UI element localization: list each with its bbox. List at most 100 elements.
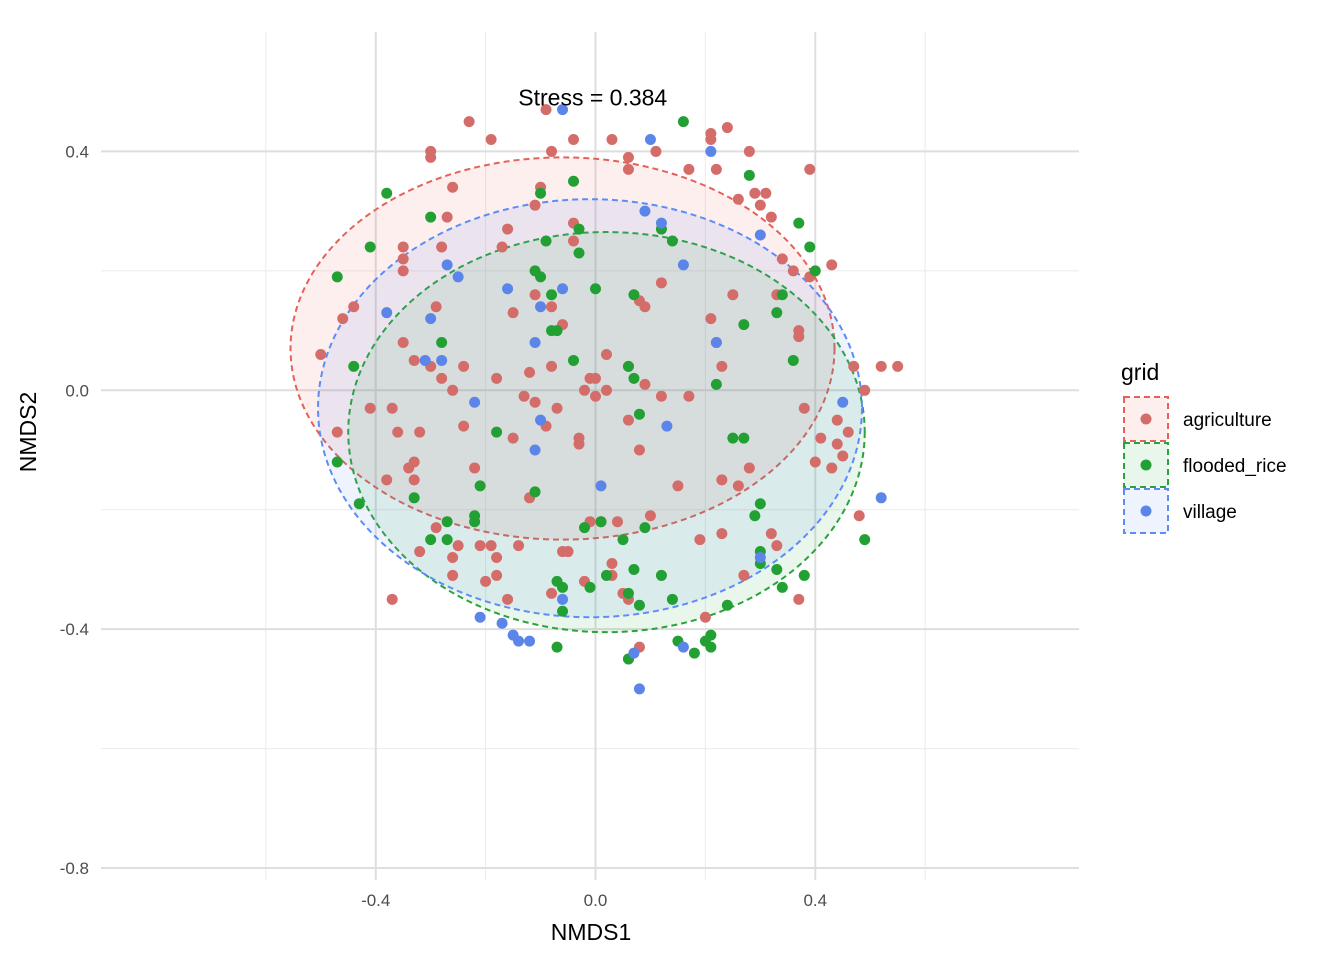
point-agriculture xyxy=(738,569,750,581)
point-flooded_rice xyxy=(754,498,766,510)
point-agriculture xyxy=(315,348,327,360)
legend-item-agriculture: agriculture xyxy=(1123,396,1272,442)
ellipse-agriculture xyxy=(289,156,836,541)
point-village xyxy=(875,492,887,504)
y-tick-label: -0.8 xyxy=(60,859,89,878)
point-flooded_rice xyxy=(589,283,601,295)
legend-item-flooded_rice: flooded_rice xyxy=(1123,442,1287,488)
point-village xyxy=(529,337,541,349)
point-agriculture xyxy=(436,372,448,384)
point-agriculture xyxy=(331,426,343,438)
y-tick-label: -0.4 xyxy=(60,620,89,639)
point-agriculture xyxy=(568,133,580,145)
point-village xyxy=(557,593,569,605)
point-agriculture xyxy=(447,181,459,193)
point-flooded_rice xyxy=(408,492,420,504)
point-agriculture xyxy=(859,384,871,396)
point-flooded_rice xyxy=(809,265,821,277)
point-flooded_rice xyxy=(771,563,783,575)
point-agriculture xyxy=(414,546,426,558)
point-agriculture xyxy=(491,552,503,564)
point-village xyxy=(535,414,547,426)
point-agriculture xyxy=(793,593,805,605)
point-flooded_rice xyxy=(579,522,591,534)
point-flooded_rice xyxy=(804,241,816,253)
point-village xyxy=(710,337,722,349)
point-village xyxy=(452,271,464,283)
point-agriculture xyxy=(480,575,492,587)
point-flooded_rice xyxy=(705,629,717,641)
point-agriculture xyxy=(589,390,601,402)
point-flooded_rice xyxy=(535,187,547,199)
point-village xyxy=(425,313,437,325)
point-agriculture xyxy=(749,187,761,199)
point-agriculture xyxy=(765,211,777,223)
point-flooded_rice xyxy=(677,116,689,128)
point-agriculture xyxy=(568,235,580,247)
point-flooded_rice xyxy=(617,534,629,546)
point-agriculture xyxy=(699,611,711,623)
y-tick-label: 0.0 xyxy=(65,381,89,400)
point-flooded_rice xyxy=(364,241,376,253)
point-agriculture xyxy=(447,552,459,564)
point-agriculture xyxy=(793,331,805,343)
point-agriculture xyxy=(611,516,623,528)
point-agriculture xyxy=(458,420,470,432)
point-agriculture xyxy=(408,474,420,486)
point-flooded_rice xyxy=(622,587,634,599)
point-agriculture xyxy=(683,390,695,402)
point-village xyxy=(595,480,607,492)
point-village xyxy=(655,217,667,229)
point-agriculture xyxy=(853,510,865,522)
point-flooded_rice xyxy=(353,498,365,510)
point-agriculture xyxy=(633,444,645,456)
point-agriculture xyxy=(441,211,453,223)
point-flooded_rice xyxy=(584,581,596,593)
point-village xyxy=(754,552,766,564)
point-village xyxy=(677,641,689,653)
legend-swatch-flooded_rice xyxy=(1140,459,1152,471)
point-agriculture xyxy=(573,432,585,444)
point-agriculture xyxy=(600,384,612,396)
point-flooded_rice xyxy=(540,235,552,247)
point-flooded_rice xyxy=(628,289,640,301)
point-flooded_rice xyxy=(441,534,453,546)
point-agriculture xyxy=(513,540,525,552)
point-agriculture xyxy=(524,366,536,378)
point-flooded_rice xyxy=(331,271,343,283)
point-village xyxy=(474,611,486,623)
point-village xyxy=(524,635,536,647)
point-agriculture xyxy=(716,528,728,540)
point-agriculture xyxy=(337,313,349,325)
legend-label-village: village xyxy=(1183,502,1237,523)
point-agriculture xyxy=(798,402,810,414)
point-flooded_rice xyxy=(749,510,761,522)
point-agriculture xyxy=(831,414,843,426)
point-agriculture xyxy=(447,384,459,396)
point-village xyxy=(513,635,525,647)
point-agriculture xyxy=(507,307,519,319)
point-agriculture xyxy=(529,199,541,211)
point-agriculture xyxy=(716,360,728,372)
point-flooded_rice xyxy=(573,223,585,235)
point-agriculture xyxy=(485,540,497,552)
point-agriculture xyxy=(447,569,459,581)
point-agriculture xyxy=(727,289,739,301)
point-agriculture xyxy=(551,402,563,414)
point-agriculture xyxy=(721,122,733,134)
point-agriculture xyxy=(705,133,717,145)
point-agriculture xyxy=(540,104,552,116)
axis-ticks: -0.4 0.0 0.4 -0.8 -0.4 0.0 0.4 xyxy=(60,142,827,910)
point-flooded_rice xyxy=(622,360,634,372)
point-flooded_rice xyxy=(738,432,750,444)
point-flooded_rice xyxy=(666,235,678,247)
point-agriculture xyxy=(639,301,651,313)
point-agriculture xyxy=(397,337,409,349)
point-flooded_rice xyxy=(639,522,651,534)
point-flooded_rice xyxy=(595,516,607,528)
point-agriculture xyxy=(381,474,393,486)
point-village xyxy=(557,104,569,116)
point-agriculture xyxy=(502,593,514,605)
point-agriculture xyxy=(760,187,772,199)
